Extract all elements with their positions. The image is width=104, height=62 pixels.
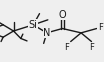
Text: F: F [98, 23, 103, 32]
Text: F: F [89, 43, 94, 52]
Text: Si: Si [29, 19, 38, 29]
Text: Si: Si [29, 20, 38, 30]
Text: F: F [64, 43, 69, 52]
Text: O: O [59, 10, 66, 20]
Text: N: N [43, 28, 50, 38]
Text: N: N [43, 28, 50, 38]
